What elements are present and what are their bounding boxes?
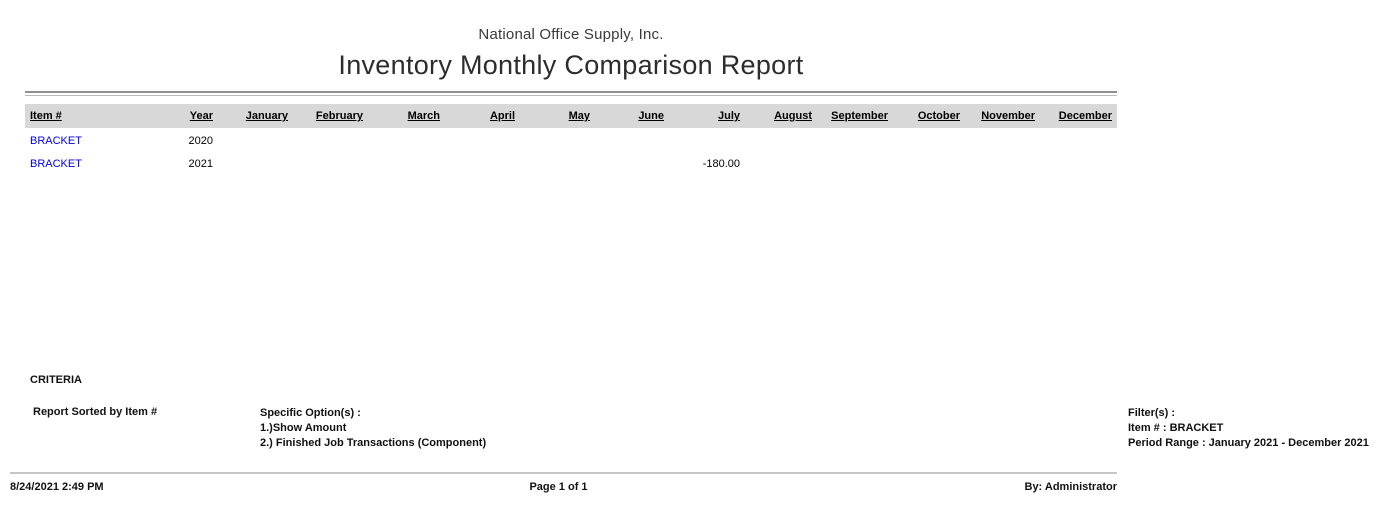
header-rule-top [25,91,1117,93]
column-header-february: February [315,110,363,122]
column-header-year: Year [189,110,213,122]
filter-line-1: Item # : BRACKET [1128,422,1224,434]
column-header-march: March [407,110,440,122]
column-header-item: Item # [30,110,62,122]
amount-cell-july: -180.00 [702,158,740,170]
column-header-may: May [568,110,590,122]
column-header-july: July [717,110,740,122]
column-header-august: August [774,110,812,122]
specific-options-heading: Specific Option(s) : [260,407,361,419]
criteria-heading: CRITERIA [30,374,82,386]
table-row: BRACKET 2020 [25,134,1117,148]
column-header-december: December [1058,110,1112,122]
filters-heading: Filter(s) : [1128,407,1176,419]
footer-datetime: 8/24/2021 2:49 PM [10,481,104,493]
header-rule-bottom [25,95,1117,96]
year-cell: 2021 [188,158,213,170]
report-title: Inventory Monthly Comparison Report [338,50,804,80]
specific-options-block: Specific Option(s) : 1.)Show Amount 2.) F… [260,406,486,451]
specific-option-2: 2.) Finished Job Transactions (Component… [260,437,487,449]
specific-option-1: 1.)Show Amount [260,422,347,434]
footer-rule [10,472,1117,474]
table-header-row: Item # Year January February March April May Ju… [25,104,1117,128]
filters-block: Filter(s) : Item # : BRACKET Period Range… [1128,406,1369,451]
column-header-january: January [245,110,288,122]
company-name: National Office Supply, Inc. [478,26,664,43]
sort-description: Report Sorted by Item # [33,406,158,418]
item-link[interactable]: BRACKET [30,158,82,170]
footer-page-number: Page 1 of 1 [529,481,588,493]
column-header-september: September [831,110,888,122]
year-cell: 2020 [188,135,213,147]
column-header-october: October [917,110,960,122]
filter-line-2: Period Range : January 2021 - December 2… [1128,437,1369,449]
footer-user: By: Administrator [1024,481,1118,493]
item-link[interactable]: BRACKET [30,135,82,147]
column-header-april: April [489,110,515,122]
table-row: BRACKET 2021 -180.00 [25,157,1117,171]
column-header-november: November [981,110,1035,122]
column-header-june: June [638,110,664,122]
